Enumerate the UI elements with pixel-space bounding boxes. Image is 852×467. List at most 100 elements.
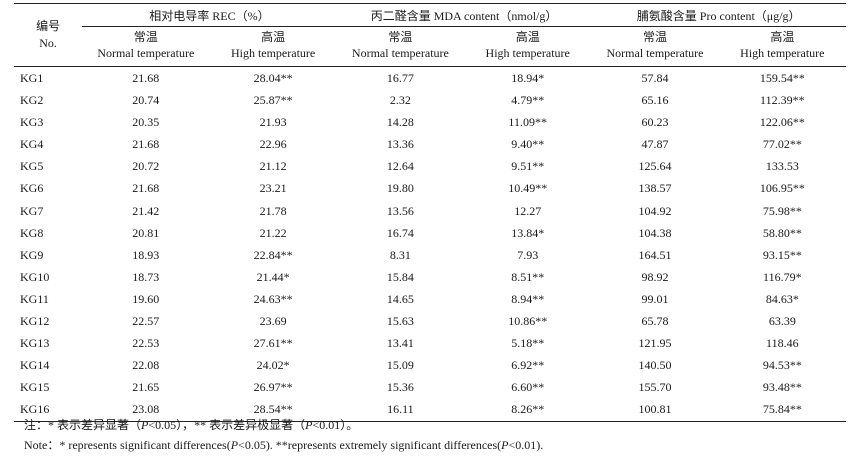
table-row: KG2 20.74 25.87** 2.32 4.79** 65.16 112.39** (14, 89, 846, 111)
row-id-cell: KG14 (20, 358, 50, 373)
rec-normal-cell: 20.74 (132, 93, 160, 108)
rec-normal-cell: 23.08 (82, 398, 210, 422)
mda-normal-cell: 2.32 (389, 93, 411, 108)
table-row: KG6 21.68 23.21 19.80 10.49** 138.57 106.95** (14, 177, 846, 199)
mda-high-cell: 4.79** (511, 93, 545, 108)
note-cn: 注：* 表示差异显著（P<0.05），** 表示差异极显著（P<0.01）。 (24, 415, 543, 435)
mda-high-cell: 8.26** (464, 398, 592, 422)
rec-high-cell: 22.84** (253, 247, 293, 262)
row-id-cell: KG10 (20, 269, 50, 284)
normal-en-label: Normal temperature (97, 46, 195, 60)
rec-normal-cell: 20.72 (132, 159, 160, 174)
mda-normal-cell: 13.36 (386, 137, 414, 152)
pro-high-cell: 93.48** (762, 380, 802, 395)
table-notes: 注：* 表示差异显著（P<0.05），** 表示差异极显著（P<0.01）。 N… (24, 415, 543, 455)
rec-normal-cell: 22.08 (132, 358, 160, 373)
table-row: KG1 21.68 28.04** 16.77 18.94* 57.84 159.54** (14, 67, 846, 90)
mda-normal-cell: 15.63 (386, 314, 414, 329)
pro-normal-header: 常温 Normal temperature (591, 26, 719, 67)
pro-high-cell: 94.53** (762, 358, 802, 373)
pro-high-cell: 77.02** (762, 137, 802, 152)
rec-high-cell: 23.69 (259, 314, 287, 329)
mda-normal-cell: 16.77 (386, 71, 414, 85)
rec-normal-cell: 20.81 (132, 225, 160, 240)
mda-normal-cell: 8.31 (389, 247, 411, 262)
pro-high-cell: 75.84** (718, 398, 846, 422)
pro-high-cell: 93.15** (762, 247, 802, 262)
mda-high-cell: 10.49** (508, 181, 548, 196)
pro-normal-cell: 104.92 (638, 203, 672, 218)
p-symbol: P (305, 418, 313, 432)
rec-normal-cell: 18.93 (132, 247, 160, 262)
pro-normal-cell: 140.50 (638, 358, 672, 373)
pro-normal-cell: 99.01 (641, 291, 669, 306)
table-body: KG1 21.68 28.04** 16.77 18.94* 57.84 159.54** K… (14, 67, 846, 422)
row-id-cell: KG6 (20, 181, 44, 196)
table-header: 编号 No. 相对电导率 REC（%） 丙二醛含量 MDA content（nm… (14, 3, 846, 67)
mda-normal-cell: 14.28 (386, 115, 414, 130)
high-cn-label: 高温 (770, 30, 795, 44)
mda-normal-cell: 16.74 (386, 225, 414, 240)
note-en-part-c: <0.01). (508, 438, 544, 452)
pro-high-cell: 159.54** (759, 71, 805, 85)
row-id-cell: KG12 (20, 314, 50, 329)
mda-normal-header: 常温 Normal temperature (336, 26, 465, 67)
note-en: Note：* represents significant difference… (24, 435, 543, 455)
table-row: KG7 21.42 21.78 13.56 12.27 104.92 75.98** (14, 200, 846, 222)
note-cn-part-a: 注：* 表示差异显著（ (24, 418, 142, 432)
row-id-cell: KG8 (20, 225, 44, 240)
mda-high-cell: 5.18** (511, 336, 545, 351)
mda-high-cell: 6.60** (511, 380, 545, 395)
mda-normal-cell: 15.09 (386, 358, 414, 373)
pro-normal-cell: 164.51 (638, 247, 672, 262)
rec-high-cell: 28.04** (253, 71, 293, 85)
rec-normal-cell: 22.57 (132, 314, 160, 329)
rec-normal-cell: 21.65 (132, 380, 160, 395)
rec-normal-header: 常温 Normal temperature (82, 26, 210, 67)
pro-normal-cell: 60.23 (641, 115, 669, 130)
id-header-en: No. (39, 36, 57, 50)
pro-normal-cell: 138.57 (638, 181, 672, 196)
rec-normal-cell: 21.68 (132, 137, 160, 152)
row-id-cell: KG16 (14, 398, 83, 422)
pro-normal-cell: 104.38 (638, 225, 672, 240)
mda-high-cell: 9.51** (511, 159, 545, 174)
rec-normal-cell: 19.60 (132, 291, 160, 306)
table-row: KG13 22.53 27.61** 13.41 5.18** 121.95 118.46 (14, 332, 846, 354)
pro-normal-cell: 155.70 (638, 380, 672, 395)
rec-high-cell: 24.63** (253, 291, 293, 306)
p-symbol: P (230, 438, 239, 452)
pro-high-cell: 118.46 (766, 336, 799, 351)
p-symbol: P (501, 438, 509, 452)
pro-normal-cell: 98.92 (641, 269, 669, 284)
high-en-label: High temperature (485, 46, 570, 60)
table-row: KG12 22.57 23.69 15.63 10.86** 65.78 63.39 (14, 310, 846, 332)
rec-high-cell: 21.22 (259, 225, 287, 240)
high-cn-label: 高温 (261, 30, 286, 44)
rec-high-cell: 23.21 (259, 181, 287, 196)
note-cn-part-b: <0.05），** 表示差异极显著（ (148, 418, 306, 432)
row-id-cell: KG9 (20, 247, 44, 262)
pro-high-cell: 106.95** (759, 181, 805, 196)
mda-high-cell: 12.27 (514, 203, 542, 218)
pro-normal-cell: 65.78 (641, 314, 669, 329)
note-en-part-b: <0.05). **represents extremely significa… (238, 438, 502, 452)
rec-high-cell: 21.78 (259, 203, 287, 218)
mda-normal-cell: 12.64 (386, 159, 414, 174)
mda-high-cell: 10.86** (508, 314, 548, 329)
row-id-cell: KG13 (20, 336, 50, 351)
mda-normal-cell: 16.11 (336, 398, 465, 422)
table-row: KG5 20.72 21.12 12.64 9.51** 125.64 133.53 (14, 155, 846, 177)
table-row: KG3 20.35 21.93 14.28 11.09** 60.23 122.06** (14, 111, 846, 133)
rec-high-cell: 22.96 (259, 137, 287, 152)
row-id-cell: KG4 (20, 137, 44, 152)
table-row: KG11 19.60 24.63** 14.65 8.94** 99.01 84.63* (14, 288, 846, 310)
rec-group-header: 相对电导率 REC（%） (82, 3, 337, 27)
table-row: KG15 21.65 26.97** 15.36 6.60** 155.70 93.48** (14, 376, 846, 398)
rec-normal-cell: 22.53 (132, 336, 160, 351)
mda-normal-cell: 15.84 (386, 269, 414, 284)
mda-high-cell: 8.51** (511, 269, 545, 284)
mda-high-cell: 9.40** (511, 137, 545, 152)
row-id-cell: KG2 (20, 93, 44, 108)
pro-normal-cell: 47.87 (641, 137, 669, 152)
